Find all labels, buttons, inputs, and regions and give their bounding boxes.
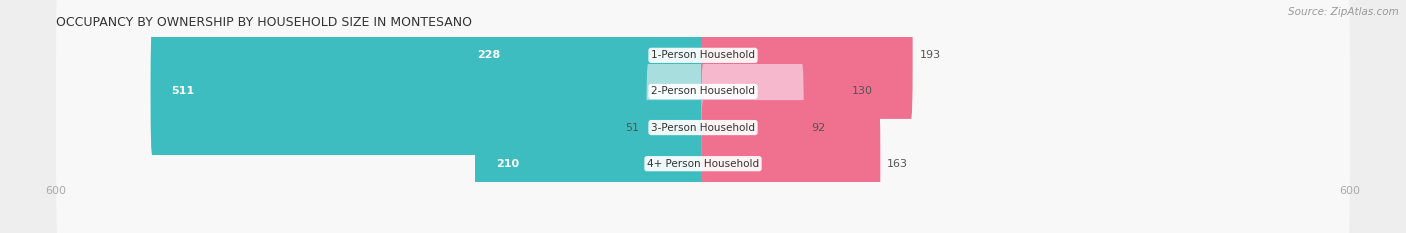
FancyBboxPatch shape xyxy=(702,0,912,119)
FancyBboxPatch shape xyxy=(56,39,1350,216)
FancyBboxPatch shape xyxy=(475,100,704,227)
Text: 3-Person Household: 3-Person Household xyxy=(651,123,755,133)
Text: Source: ZipAtlas.com: Source: ZipAtlas.com xyxy=(1288,7,1399,17)
Text: 511: 511 xyxy=(172,86,194,96)
FancyBboxPatch shape xyxy=(56,0,1350,144)
Text: 228: 228 xyxy=(477,50,501,60)
Text: 2-Person Household: 2-Person Household xyxy=(651,86,755,96)
Text: 130: 130 xyxy=(852,86,873,96)
FancyBboxPatch shape xyxy=(56,75,1350,233)
FancyBboxPatch shape xyxy=(456,0,704,119)
FancyBboxPatch shape xyxy=(150,28,704,155)
FancyBboxPatch shape xyxy=(702,28,845,155)
Text: 4+ Person Household: 4+ Person Household xyxy=(647,159,759,169)
Text: 1-Person Household: 1-Person Household xyxy=(651,50,755,60)
Text: 210: 210 xyxy=(496,159,519,169)
Text: OCCUPANCY BY OWNERSHIP BY HOUSEHOLD SIZE IN MONTESANO: OCCUPANCY BY OWNERSHIP BY HOUSEHOLD SIZE… xyxy=(56,16,472,29)
FancyBboxPatch shape xyxy=(702,64,804,191)
Text: 193: 193 xyxy=(920,50,941,60)
Text: 92: 92 xyxy=(811,123,825,133)
FancyBboxPatch shape xyxy=(647,64,704,191)
Text: 51: 51 xyxy=(626,123,640,133)
Text: 163: 163 xyxy=(887,159,908,169)
FancyBboxPatch shape xyxy=(702,100,880,227)
FancyBboxPatch shape xyxy=(56,3,1350,180)
